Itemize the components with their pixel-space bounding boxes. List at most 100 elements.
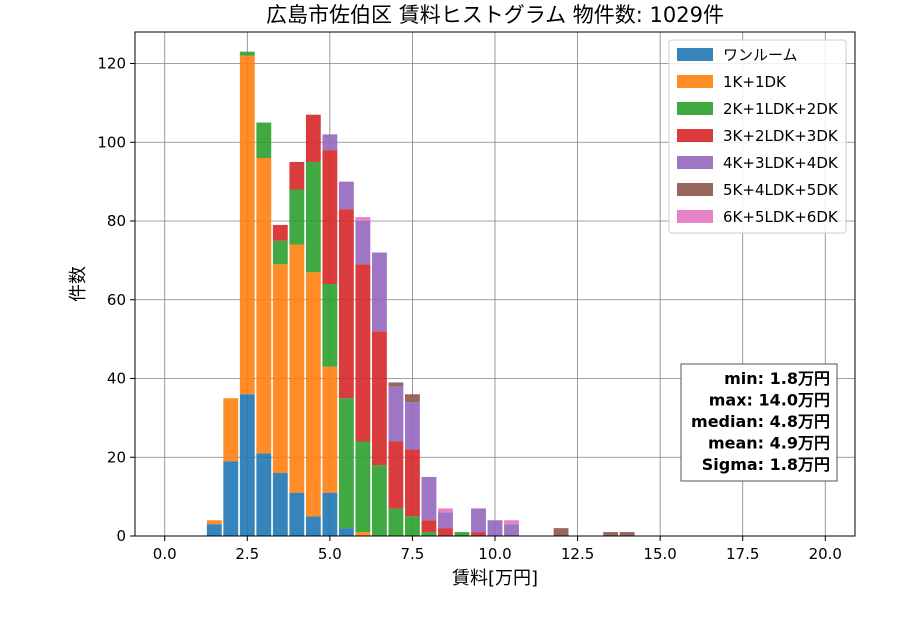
legend-label: ワンルーム — [723, 46, 798, 64]
bar-segment — [355, 532, 371, 536]
bar-segment — [421, 532, 437, 536]
legend-label: 6K+5LDK+6DK — [723, 208, 839, 226]
x-tick-label: 12.5 — [561, 545, 594, 563]
bar-segment — [371, 465, 387, 536]
bar-segment — [272, 224, 288, 241]
y-tick-label: 100 — [97, 133, 126, 151]
y-axis-label: 件数 — [68, 266, 89, 302]
bar-segment — [421, 476, 437, 521]
x-tick-label: 17.5 — [726, 545, 759, 563]
bar-segment — [388, 386, 404, 442]
bar-segment — [405, 394, 420, 403]
bar-segment — [487, 520, 503, 536]
legend-swatch — [677, 75, 713, 88]
legend-label: 1K+1DK — [723, 73, 787, 91]
x-tick-label: 15.0 — [643, 545, 676, 563]
bar-segment — [322, 492, 338, 536]
legend-swatch — [677, 210, 713, 223]
bar-segment — [305, 516, 321, 536]
bar-segment — [405, 402, 420, 450]
bar-segment — [289, 161, 305, 190]
stats-box: min: 1.8万円 max: 14.0万円 median: 4.8万円 mean: … — [680, 363, 838, 482]
bar-segment — [239, 394, 255, 536]
bar-segment — [438, 528, 453, 536]
bar-segment — [405, 449, 420, 517]
bar-segment — [223, 461, 239, 536]
bar-segment — [305, 272, 321, 517]
bar-segment — [289, 189, 305, 245]
bar-segment — [371, 331, 387, 466]
y-axis-ticks: 0 20 40 60 80 100 120 — [97, 55, 135, 545]
bar-segment — [421, 520, 437, 533]
y-tick-label: 0 — [116, 527, 126, 545]
x-tick-label: 2.5 — [235, 545, 259, 563]
bar-segment — [603, 532, 619, 536]
legend-label: 4K+3LDK+4DK — [723, 154, 839, 172]
y-tick-label: 60 — [107, 291, 126, 309]
bar-segment — [388, 441, 404, 509]
bar-segment — [338, 209, 354, 399]
bar-segment — [322, 134, 338, 151]
bar-segment — [454, 532, 470, 536]
bar-segment — [256, 122, 272, 158]
bar-segment — [355, 221, 371, 265]
bar-segment — [256, 158, 272, 454]
bar-segment — [504, 524, 519, 536]
legend-frame — [668, 39, 847, 234]
bar-segment — [305, 114, 321, 162]
legend-swatch — [677, 183, 713, 196]
x-tick-label: 5.0 — [318, 545, 342, 563]
stats-box-frame — [680, 363, 838, 482]
x-tick-label: 0.0 — [153, 545, 177, 563]
bar-segment — [239, 51, 255, 56]
bar-segment — [322, 366, 338, 493]
bar-segment — [355, 264, 371, 442]
y-tick-label: 40 — [107, 370, 126, 388]
bar-segment — [322, 284, 338, 367]
bar-segment — [438, 512, 453, 529]
x-tick-label: 10.0 — [478, 545, 511, 563]
legend-label: 2K+1LDK+2DK — [723, 100, 839, 118]
stats-line: mean: 4.9万円 — [708, 434, 830, 453]
bar-segment — [272, 240, 288, 265]
bar-segment — [223, 398, 239, 462]
bar-segment — [619, 532, 635, 536]
y-tick-label: 80 — [107, 212, 126, 230]
bar-segment — [355, 217, 371, 221]
bar-segment — [272, 473, 288, 536]
bar-segment — [388, 382, 404, 387]
bar-segment — [338, 528, 354, 536]
bar-segment — [355, 441, 371, 533]
stats-line: Sigma: 1.8万円 — [702, 455, 830, 474]
bar-segment — [305, 161, 321, 273]
bar-segment — [371, 252, 387, 332]
bar-segment — [256, 453, 272, 536]
bar-segment — [504, 520, 519, 525]
y-tick-label: 20 — [107, 448, 126, 466]
stats-line: min: 1.8万円 — [724, 369, 830, 388]
x-tick-label: 7.5 — [401, 545, 425, 563]
bar-segment — [553, 528, 569, 536]
stats-line: max: 14.0万円 — [709, 391, 830, 410]
bar-segment — [338, 181, 354, 210]
chart-title: 広島市佐伯区 賃料ヒストグラム 物件数: 1029件 — [266, 3, 724, 27]
bar-segment — [289, 244, 305, 493]
stats-line: median: 4.8万円 — [691, 412, 830, 431]
bar-segment — [338, 398, 354, 529]
legend-label: 5K+4LDK+5DK — [723, 181, 839, 199]
bars — [206, 51, 635, 536]
legend-swatch — [677, 48, 713, 61]
bar-segment — [471, 508, 486, 533]
legend-swatch — [677, 156, 713, 169]
bar-segment — [206, 524, 222, 536]
bar-segment — [438, 508, 453, 513]
x-axis-label: 賃料[万円] — [452, 568, 538, 589]
bar-segment — [272, 264, 288, 473]
x-axis-ticks: 0.0 2.5 5.0 7.5 10.0 12.5 15.0 17.5 20.0 — [153, 536, 842, 563]
bar-segment — [206, 520, 222, 525]
bar-segment — [405, 516, 420, 536]
x-tick-label: 20.0 — [809, 545, 842, 563]
y-tick-label: 120 — [97, 55, 126, 73]
bar-segment — [322, 150, 338, 284]
